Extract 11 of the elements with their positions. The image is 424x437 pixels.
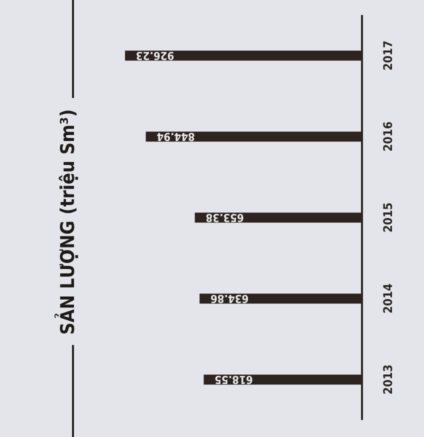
data-label: 618.55 <box>214 373 253 386</box>
data-label: 926.23 <box>136 49 174 62</box>
y-tick-label: 2017 <box>381 40 395 71</box>
data-label: 653.38 <box>206 211 244 224</box>
y-tick-label: 2014 <box>381 282 395 314</box>
data-label: 634.86 <box>210 292 249 306</box>
y-tick-label: 2016 <box>381 121 395 152</box>
y-tick-label: 2015 <box>381 202 395 233</box>
data-label: 844.94 <box>156 130 195 144</box>
text: SẢN LƯỢNG (triệu Sm³) <box>54 109 79 335</box>
y-tick-label: 2013 <box>381 364 395 395</box>
